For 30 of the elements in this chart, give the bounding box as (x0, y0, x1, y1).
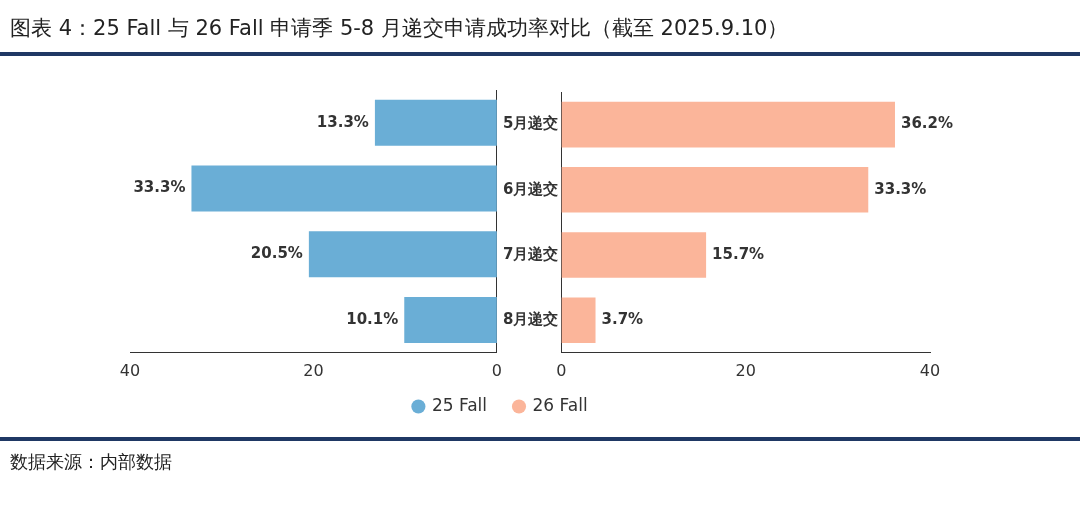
x-tick-label: 40 (919, 360, 941, 380)
y-tick-label: 6月递交 (503, 179, 559, 198)
data-label: 15.7% (712, 244, 765, 263)
x-tick-label: 20 (303, 360, 324, 380)
bar (308, 231, 497, 278)
bar (561, 232, 707, 278)
data-label: 33.3% (133, 178, 186, 197)
legend-label: 26 Fall (532, 394, 588, 415)
y-tick-label: 7月递交 (503, 244, 559, 263)
bar (561, 101, 895, 148)
x-tick-label: 40 (119, 360, 141, 380)
y-tick-label: 8月递交 (503, 310, 559, 329)
chart-title: 图表 4：25 Fall 与 26 Fall 申请季 5-8 月递交申请成功率对比（截至 2025.9.10） (10, 15, 789, 42)
data-label: 13.3% (316, 112, 369, 131)
data-label: 20.5% (250, 244, 303, 263)
source-note: 数据来源：内部数据 (10, 450, 172, 474)
y-tick-label: 5月递交 (503, 114, 559, 133)
bar (561, 166, 869, 213)
x-tick-label: 0 (556, 360, 567, 380)
x-tick-label: 0 (491, 360, 502, 380)
legend-label: 25 Fall (431, 394, 488, 415)
bar (561, 297, 596, 344)
bar (404, 296, 497, 343)
data-label: 10.1% (346, 309, 399, 328)
data-label: 3.7% (601, 310, 644, 329)
bar (191, 165, 497, 212)
data-label: 36.2% (900, 114, 954, 133)
data-label: 33.3% (874, 179, 927, 198)
x-tick-label: 20 (735, 360, 756, 380)
bar (374, 99, 497, 146)
